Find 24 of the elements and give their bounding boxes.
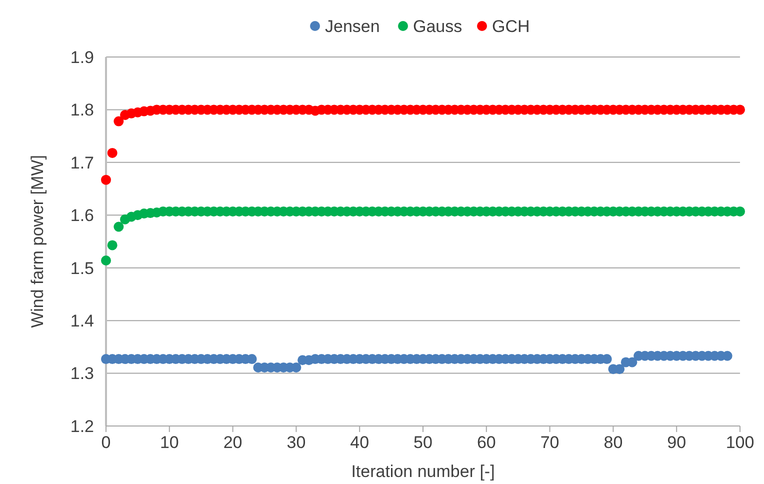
y-tick-label: 1.7 [70, 153, 94, 172]
legend-label: Gauss [413, 17, 462, 36]
x-tick-label: 80 [604, 433, 623, 452]
x-tick-label: 0 [101, 433, 111, 452]
y-tick-label: 1.5 [70, 258, 94, 278]
x-tick-label: 90 [667, 433, 686, 452]
y-tick-label: 1.8 [70, 100, 94, 120]
y-tick-label: 1.2 [70, 416, 94, 436]
x-tick-label: 100 [726, 433, 754, 452]
y-axis-title: Wind farm power [MW] [28, 155, 47, 328]
legend-label: GCH [492, 17, 530, 36]
legend-label: Jensen [325, 17, 380, 36]
y-tick-label: 1.3 [70, 364, 94, 384]
x-tick-label: 70 [540, 433, 560, 452]
y-tick-label: 1.4 [70, 312, 94, 331]
x-tick-label: 20 [223, 433, 242, 452]
x-tick-label: 60 [476, 433, 496, 452]
x-axis-title: Iteration number [-] [351, 462, 495, 481]
y-tick-label: 1.6 [70, 206, 94, 226]
x-tick-label: 10 [160, 433, 179, 452]
y-tick-label: 1.9 [70, 48, 94, 67]
x-tick-label: 30 [286, 433, 306, 452]
x-tick-label: 40 [350, 433, 370, 452]
x-tick-label: 50 [414, 433, 432, 452]
